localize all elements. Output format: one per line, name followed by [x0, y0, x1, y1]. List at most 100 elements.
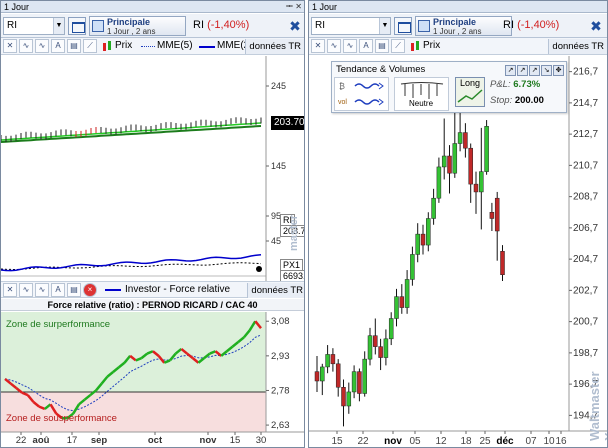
- chart-tool-icon[interactable]: ▤: [375, 39, 389, 53]
- wrench-icon[interactable]: ✖: [590, 18, 602, 34]
- rs-segment: [26, 394, 35, 403]
- text-tool-icon[interactable]: A: [51, 283, 65, 297]
- rs-segment: [123, 355, 132, 364]
- line-tool-icon[interactable]: ∿: [19, 39, 33, 53]
- rs-segment: [89, 389, 97, 397]
- candle-y-label: 204,7: [573, 254, 598, 265]
- strategy-neutral-cell: Neutre: [394, 77, 449, 111]
- rs-tick-label: 2,93: [271, 351, 290, 362]
- left-chart-window: 1 Jour ᆂ ✕ RI ▼ Principale 1 Jour , 2 an…: [0, 0, 305, 448]
- left-watermark: master: [288, 214, 300, 251]
- rs-segment: [203, 352, 211, 360]
- rs-segment: [254, 320, 262, 329]
- chevron-down-icon[interactable]: ▼: [53, 18, 64, 34]
- right-ri-change: (-1,40%): [517, 19, 560, 31]
- wrench-icon[interactable]: ✖: [289, 18, 301, 34]
- candle-x-label: 05: [409, 436, 421, 447]
- candle-body: [415, 233, 420, 255]
- right-window-titlebar[interactable]: 1 Jour: [309, 1, 607, 13]
- ri-value-tag: 203.70: [280, 225, 304, 237]
- chart-tool-icon[interactable]: ▤: [67, 39, 81, 53]
- rs-segment: [191, 357, 200, 364]
- left-x-label: sep: [91, 435, 108, 446]
- tools-icon[interactable]: ✕: [3, 39, 17, 53]
- tools-icon[interactable]: ✕: [311, 39, 325, 53]
- legend-mme5: MME(5): [157, 40, 193, 51]
- investor-donnees-button[interactable]: données TR: [247, 283, 304, 298]
- left-x-label: nov: [200, 435, 218, 446]
- rs-segment: [197, 357, 205, 364]
- layout-icon: [418, 20, 430, 32]
- left-window-controls[interactable]: ᆂ ✕: [285, 2, 302, 11]
- left-x-label: aoû: [33, 435, 50, 446]
- right-ri-label: RI: [503, 19, 514, 31]
- price-series-group: [1, 117, 262, 272]
- tools-icon[interactable]: ✕: [3, 283, 17, 297]
- rs-segment: [21, 391, 29, 397]
- chart-tool-icon[interactable]: ▤: [67, 283, 81, 297]
- left-layout-period: 1 Jour , 2 ans: [107, 27, 156, 36]
- rs-segment: [4, 377, 12, 385]
- strategy-chart2-icon[interactable]: ↗: [517, 65, 528, 76]
- left-price-chart[interactable]: 245 145 95 45: [1, 56, 305, 281]
- strategy-chart3-icon[interactable]: ↗: [529, 65, 540, 76]
- rs-segment: [66, 412, 75, 420]
- relative-strength-chart[interactable]: 3,08 2,93 2,78 2,63 22 aoû 17 sep oct nov 15 30: [1, 312, 305, 448]
- line-tool-icon[interactable]: ∿: [327, 39, 341, 53]
- chevron-down-icon[interactable]: ▼: [379, 18, 390, 34]
- book-icon[interactable]: [68, 17, 86, 35]
- rs-segment: [220, 350, 228, 357]
- left-x-label: 30: [256, 435, 267, 446]
- strategy-arrow-icon[interactable]: ↘: [541, 65, 552, 76]
- line-tool-icon[interactable]: ∿: [19, 283, 33, 297]
- candlestick-chart[interactable]: 216,7 214,7 212,7 210,7 208,7 206,7 204,7 202,7…: [309, 56, 608, 448]
- strategy-long-button[interactable]: Long: [455, 77, 485, 107]
- investor-marker: [256, 266, 262, 272]
- right-layout-selector[interactable]: Principale 1 Jour , 2 ans: [415, 16, 512, 36]
- text-tool-icon[interactable]: A: [51, 39, 65, 53]
- candle-body: [468, 147, 473, 185]
- svg-text:vol: vol: [338, 99, 347, 106]
- rs-series-group: [4, 320, 262, 420]
- strategy-chart-icon[interactable]: ↗: [505, 65, 516, 76]
- right-chart-window: 1 Jour RI ▼ Principale 1 Jour , 2 ans RI…: [308, 0, 608, 448]
- strategy-signal-cell: ₿ vol: [334, 77, 389, 111]
- investor-line: [1, 254, 262, 272]
- candle-body: [383, 338, 389, 358]
- strategy-panel[interactable]: Tendance & Volumes ↗ ↗ ↗ ↘ ✥ ₿ vol Neutre: [331, 61, 567, 113]
- layout-icon: [92, 20, 104, 32]
- wave-tool-icon[interactable]: ∿: [343, 39, 357, 53]
- right-donnees-button[interactable]: données TR: [548, 39, 607, 54]
- left-donnees-button[interactable]: données TR: [245, 39, 304, 54]
- rs-segment: [38, 405, 46, 411]
- mme5-line: [1, 122, 262, 141]
- candle-plot-area: [309, 56, 569, 431]
- candle-y-label: 214,7: [573, 98, 598, 109]
- left-layout-selector[interactable]: Principale 1 Jour , 2 ans: [89, 16, 186, 36]
- left-window-titlebar[interactable]: 1 Jour ᆂ ✕: [1, 1, 304, 13]
- candle-y-label: 212,7: [573, 129, 598, 140]
- trend-tool-icon[interactable]: ⟋: [83, 39, 97, 53]
- rs-segment: [174, 347, 183, 355]
- price-current-tag: 203.70: [271, 116, 304, 130]
- left-symbol-select[interactable]: RI ▼: [3, 17, 65, 35]
- close-icon[interactable]: ×: [83, 283, 97, 297]
- wave-tool-icon[interactable]: ∿: [35, 283, 49, 297]
- right-window-title: 1 Jour: [312, 2, 338, 12]
- outperform-zone: [1, 312, 266, 392]
- candle-y-label: 202,7: [573, 285, 598, 296]
- left-x-label: oct: [148, 435, 163, 446]
- left-x-axis: 22 aoû 17 sep oct nov 15 30: [16, 432, 267, 446]
- book-icon[interactable]: [394, 17, 412, 35]
- trend-tool-icon[interactable]: ⟋: [391, 39, 405, 53]
- right-symbol-select[interactable]: RI ▼: [311, 17, 391, 35]
- text-tool-icon[interactable]: A: [359, 39, 373, 53]
- left-ri-quote: RI (-1,40%): [193, 19, 249, 31]
- candle-y-label: 198,7: [573, 348, 598, 359]
- strategy-long-label: Long: [459, 78, 481, 88]
- candle-body: [346, 391, 352, 407]
- left-indicator-toolbar: ✕ ∿ ∿ A ▤ ⟋ Prix MME(5) MME(2 données TR: [1, 38, 304, 55]
- rs-panel-title: Force relative (ratio) : PERNOD RICARD /…: [1, 299, 304, 311]
- strategy-move-icon[interactable]: ✥: [553, 65, 564, 76]
- wave-tool-icon[interactable]: ∿: [35, 39, 49, 53]
